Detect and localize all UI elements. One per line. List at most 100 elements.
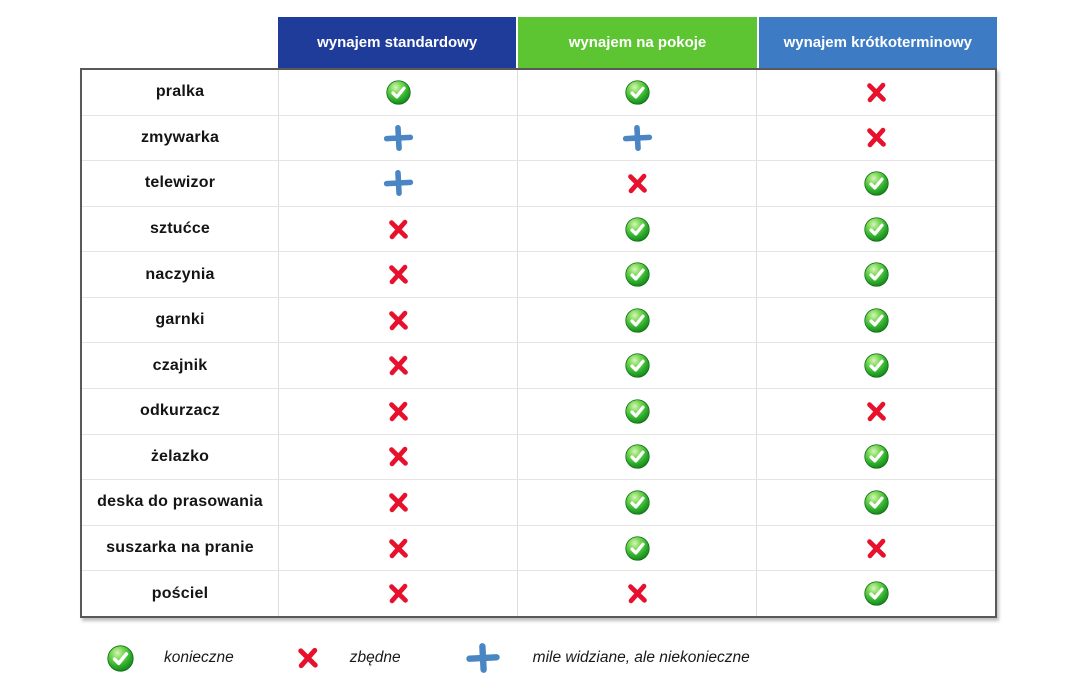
plus-icon (382, 124, 415, 152)
cross-icon (865, 81, 888, 104)
table-row: odkurzacz (82, 388, 995, 434)
legend-item-cross: zbędne (296, 646, 401, 670)
status-cell-check (517, 343, 756, 389)
cross-icon (626, 582, 649, 605)
cross-icon (387, 218, 410, 241)
column-header: wynajem standardowy (278, 17, 517, 68)
row-label: odkurzacz (139, 402, 221, 420)
table-row: pralka (82, 70, 995, 115)
status-cell-cross (756, 70, 995, 115)
check-icon (624, 444, 650, 470)
check-icon (624, 80, 650, 105)
status-cell-cross (278, 525, 517, 571)
check-icon (863, 216, 889, 242)
status-cell-cross (278, 571, 517, 616)
status-cell-cross (756, 389, 995, 434)
cross-icon (387, 491, 410, 514)
row-label: naczynia (145, 265, 215, 283)
legend-cross-icon (296, 646, 320, 670)
status-cell-cross (278, 206, 517, 252)
row-label: sztućce (149, 220, 211, 238)
check-icon (624, 399, 650, 424)
status-cell-check (517, 252, 756, 297)
table-row: suszarka na pranie (82, 524, 995, 571)
table-row: zmywarka (82, 114, 995, 161)
legend-item-check: konieczne (107, 644, 234, 672)
row-label: garnki (155, 311, 205, 329)
plus-icon (463, 642, 503, 674)
check-icon (863, 308, 889, 333)
check-icon (624, 216, 650, 242)
status-cell-plus (517, 115, 756, 161)
table-row: żelazko (82, 433, 995, 480)
status-cell-check (517, 206, 756, 252)
row-label: pralka (155, 83, 205, 101)
table-row: deska do prasowania (82, 479, 995, 525)
cross-icon (387, 445, 410, 468)
table-header-row: wynajem standardowy wynajem na pokoje wyna… (80, 17, 997, 68)
status-cell-check (517, 480, 756, 525)
row-label: suszarka na pranie (106, 539, 254, 557)
check-icon (107, 644, 134, 672)
legend-label: konieczne (164, 649, 234, 666)
status-cell-check (517, 297, 756, 343)
table-row: sztućce (82, 205, 995, 252)
table-body: pralka zmywarka telewizor (80, 68, 997, 618)
column-header: wynajem na pokoje (516, 17, 757, 68)
row-label: telewizor (144, 174, 216, 192)
legend-item-plus: mile widziane, ale niekonieczne (463, 642, 750, 674)
status-cell-cross (278, 297, 517, 343)
row-label: zmywarka (140, 128, 220, 146)
cross-icon (626, 172, 649, 195)
check-icon (624, 262, 650, 287)
status-cell-check (756, 252, 995, 297)
row-label: żelazko (150, 447, 210, 465)
status-cell-check (756, 571, 995, 616)
table-row: telewizor (82, 160, 995, 206)
cross-icon (387, 309, 410, 332)
status-cell-check (517, 525, 756, 571)
legend-plus-icon (463, 642, 503, 674)
status-cell-cross (278, 252, 517, 297)
rental-comparison-table: wynajem standardowy wynajem na pokoje wyna… (80, 17, 997, 618)
check-icon (863, 490, 889, 515)
status-cell-check (517, 70, 756, 115)
status-cell-check (756, 297, 995, 343)
plus-icon (382, 169, 415, 197)
status-cell-plus (278, 161, 517, 206)
status-cell-plus (278, 115, 517, 161)
check-icon (624, 353, 650, 378)
status-cell-cross (517, 161, 756, 206)
cross-icon (865, 400, 888, 423)
row-label: czajnik (152, 356, 208, 374)
legend-label: mile widziane, ale niekonieczne (532, 649, 750, 666)
status-cell-check (756, 343, 995, 389)
cross-icon (865, 537, 888, 560)
cross-icon (296, 646, 320, 670)
table-row: garnki (82, 296, 995, 343)
cross-icon (865, 126, 888, 149)
cross-icon (387, 263, 410, 286)
status-cell-cross (278, 434, 517, 480)
check-icon (863, 353, 889, 378)
table-row: naczynia (82, 251, 995, 297)
column-header: wynajem krótkoterminowy (756, 17, 997, 68)
status-cell-cross (278, 343, 517, 389)
table-row: pościel (82, 570, 995, 616)
status-cell-cross (756, 525, 995, 571)
status-cell-cross (278, 389, 517, 434)
check-icon (385, 80, 411, 105)
status-cell-check (517, 434, 756, 480)
legend-check-icon (107, 644, 134, 672)
status-cell-check (517, 389, 756, 434)
status-cell-check (278, 70, 517, 115)
status-cell-cross (756, 115, 995, 161)
check-icon (863, 262, 889, 287)
status-cell-cross (517, 571, 756, 616)
legend: konieczne zbędne mile widziane, ale niek… (107, 638, 750, 678)
cross-icon (387, 537, 410, 560)
status-cell-check (756, 480, 995, 525)
check-icon (863, 444, 889, 470)
cross-icon (387, 582, 410, 605)
